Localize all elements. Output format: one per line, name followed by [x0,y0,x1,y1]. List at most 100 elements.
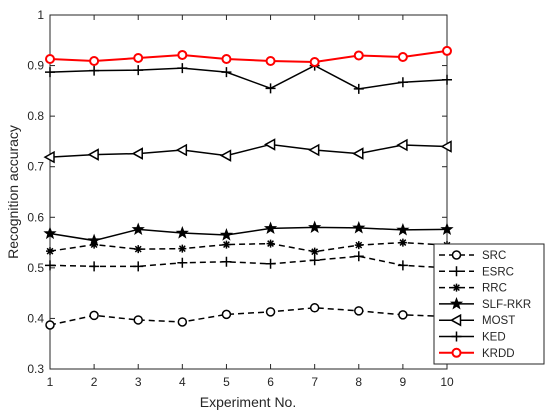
legend-label: MOST [482,315,515,327]
legend-item: ESRC [439,266,514,278]
legend-item: KED [439,331,506,344]
y-axis-label: Recognition accuracy [5,125,21,259]
data-point [440,222,454,236]
data-point [398,238,407,247]
data-point [265,258,276,269]
data-point [131,222,145,236]
data-point [175,226,189,239]
data-point [43,226,57,240]
data-point [45,320,55,330]
legend-marker [451,347,462,358]
data-point [310,247,319,256]
legend-item: KRDD [439,347,515,360]
data-point [133,52,144,63]
series-most [43,138,452,164]
data-point [397,51,408,62]
series-src [45,303,452,330]
data-point [133,315,143,325]
legend-marker [451,331,462,342]
data-point [43,150,55,164]
legend-item: SRC [439,250,506,262]
data-point [46,247,54,256]
y-tick-label: 0.8 [27,109,44,123]
series-line [49,143,448,158]
data-point [177,257,188,268]
data-point [219,228,234,241]
x-tick-label: 7 [311,375,318,389]
data-point [397,260,408,271]
series-line [49,226,448,242]
data-point [45,67,55,78]
data-point [352,220,366,234]
data-point [87,233,101,247]
data-point [353,251,364,262]
y-tick-label: 0.9 [27,59,44,73]
data-point [442,74,452,85]
legend-item: SLF-RKR [439,296,531,311]
x-axis: 1 2 3 4 5 6 7 8 9 10 [47,15,454,389]
data-point [396,222,410,236]
legend-marker [449,296,464,310]
data-point [265,56,276,67]
x-axis-label: Experiment No. [200,394,296,410]
data-point [308,143,320,157]
data-point [265,83,276,94]
data-point [354,241,363,250]
data-point [177,317,188,327]
y-tick-label: 0.7 [27,160,44,174]
x-tick-label: 8 [355,375,362,389]
data-point [90,240,99,249]
data-point [133,261,144,272]
y-tick-label: 0.4 [27,311,44,325]
data-point [353,83,364,94]
data-point [309,303,320,313]
series-layer [43,45,454,330]
y-tick-label: 0.6 [27,210,44,224]
data-point [266,239,275,248]
data-point [87,148,99,161]
legend-marker [452,283,461,292]
y-tick-label: 0.3 [27,362,44,376]
x-tick-label: 5 [223,375,230,389]
data-point [133,65,144,76]
data-point [221,67,232,78]
data-point [221,256,232,267]
data-point [221,53,232,64]
y-axis: 0.3 0.4 0.5 0.6 0.7 0.8 0.9 1 [27,8,447,376]
legend-label: KED [482,332,506,344]
data-point [309,255,320,266]
data-point [398,310,408,320]
data-point [442,45,452,56]
legend-label: SRC [482,250,506,262]
data-point [352,147,364,160]
data-point [221,309,232,320]
legend-marker [451,250,462,260]
data-point [396,138,408,152]
series-line [49,307,448,326]
data-point [134,245,143,254]
legend: SRC ESRC RRC SLF-RKR MOST KED KRDD [433,243,545,365]
data-point [177,49,188,60]
x-tick-label: 2 [91,375,98,389]
y-tick-label: 1 [37,8,44,22]
x-tick-label: 1 [47,375,54,389]
legend-label: ESRC [482,266,514,278]
data-point [45,53,55,64]
data-point [177,63,188,74]
x-tick-label: 10 [440,375,454,389]
legend-marker [449,313,462,327]
data-point [89,310,99,321]
data-point [308,220,322,234]
data-point [175,143,188,157]
data-point [219,149,232,162]
legend-item: RRC [439,283,507,295]
data-point [265,307,276,317]
legend-label: KRDD [482,348,515,360]
x-tick-label: 4 [179,375,186,389]
series-line [49,49,448,64]
series-line [49,64,448,90]
legend-marker [451,266,462,277]
data-point [222,240,231,249]
x-tick-label: 9 [400,375,407,389]
